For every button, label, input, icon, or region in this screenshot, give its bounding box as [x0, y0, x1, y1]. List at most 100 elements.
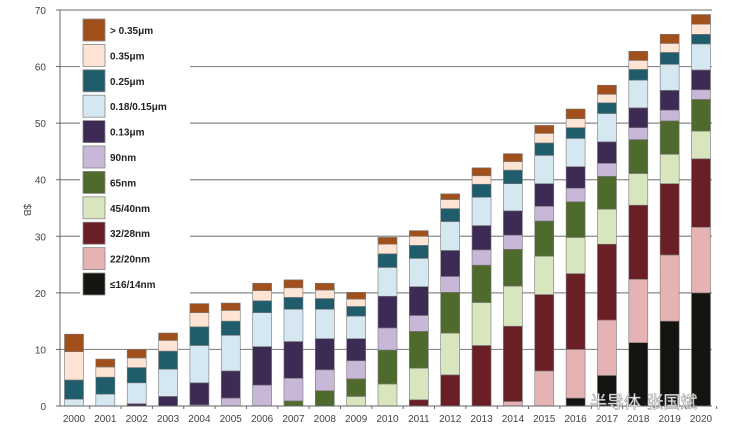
- legend-swatch: [82, 247, 106, 271]
- x-tick-label: 2017: [596, 414, 619, 425]
- x-tick-label: 2007: [282, 414, 305, 425]
- y-tick-label: 30: [35, 232, 47, 243]
- bar-segment: [628, 139, 649, 174]
- bar-segment: [471, 183, 492, 198]
- bar-segment: [659, 43, 680, 53]
- x-tick-label: 2013: [470, 414, 493, 425]
- bar-segment: [409, 367, 429, 401]
- legend-label: 22/20nm: [110, 255, 150, 266]
- bar-segment: [534, 294, 555, 372]
- bar-segment: [565, 118, 586, 128]
- bar-segment: [597, 93, 617, 104]
- bar-segment: [189, 345, 210, 384]
- y-axis-label: $B: [21, 204, 32, 217]
- bar-segment: [346, 396, 366, 407]
- bar-segment: [346, 338, 366, 362]
- bar-segment: [158, 350, 178, 370]
- bar-segment: [565, 201, 586, 238]
- bar-segment: [252, 300, 272, 313]
- x-tick-label: 2020: [690, 414, 713, 425]
- bar-segment: [409, 230, 429, 237]
- bar-segment: [659, 34, 680, 44]
- bar-segment: [597, 208, 617, 245]
- bar-segment: [534, 125, 555, 134]
- bar-segment: [534, 133, 555, 144]
- x-tick-label: 2010: [376, 414, 399, 425]
- bar-segment: [534, 220, 555, 257]
- bar-segment: [64, 398, 84, 407]
- bar-segment: [377, 383, 398, 407]
- bar-segment: [409, 286, 429, 316]
- bar-segment: [158, 368, 178, 397]
- bar-segment: [377, 267, 398, 297]
- bar-segment: [691, 14, 711, 25]
- bar-segment: [95, 376, 116, 395]
- bar-segment: [314, 289, 335, 299]
- bar-segment: [597, 243, 617, 321]
- bar-segment: [158, 396, 178, 407]
- bar-segment: [503, 161, 523, 171]
- bar-segment: [597, 141, 617, 164]
- bar-segment: [440, 276, 461, 293]
- bar-segment: [471, 249, 492, 266]
- bar-segment: [534, 370, 555, 407]
- bar-segment: [628, 60, 649, 70]
- bar-segment: [597, 84, 617, 95]
- legend-label: 0.13μm: [110, 128, 145, 139]
- bar-segment: [628, 107, 649, 128]
- bar-segment: [377, 253, 398, 268]
- bar-segment: [95, 393, 116, 407]
- y-tick-label: 40: [35, 176, 47, 187]
- bar-segment: [409, 245, 429, 259]
- bar-segment: [440, 221, 461, 251]
- bar-segment: [503, 401, 523, 407]
- legend-swatch: [82, 18, 106, 42]
- bar-segment: [628, 127, 649, 140]
- x-tick-label: 2016: [564, 414, 587, 425]
- legend: > 0.35μm 0.35μm 0.25μm 0.18/0.15μm 0.13μm 90n…: [80, 16, 190, 296]
- legend-label: 0.25μm: [110, 77, 145, 88]
- bar-segment: [189, 326, 210, 346]
- bar-segment: [659, 64, 680, 91]
- bar-segment: [346, 298, 366, 307]
- bar-segment: [346, 360, 366, 380]
- bar-segment: [503, 325, 523, 402]
- bar-segment: [628, 173, 649, 206]
- bar-segment: [659, 90, 680, 111]
- legend-swatch: [82, 145, 106, 169]
- bar-segment: [440, 193, 461, 200]
- y-tick-label: 70: [35, 6, 47, 17]
- legend-swatch: [82, 120, 106, 143]
- bar-segment: [252, 312, 272, 347]
- bar-segment: [314, 298, 335, 310]
- bar-segment: [534, 255, 555, 295]
- bar-segment: [503, 210, 523, 236]
- bar-segment: [283, 341, 304, 379]
- bar-segment: [346, 291, 366, 300]
- bar-segment: [189, 382, 210, 406]
- bar-segment: [158, 332, 178, 341]
- x-tick-label: 2003: [157, 414, 180, 425]
- bar-segment: [691, 99, 711, 132]
- bar-segment: [283, 297, 304, 310]
- bar-segment: [95, 366, 116, 378]
- legend-label: 45/40nm: [110, 204, 150, 215]
- legend-label: 0.18/0.15μm: [110, 102, 167, 113]
- legend-swatch: [82, 196, 106, 220]
- bar-segment: [314, 308, 335, 339]
- bar-segment: [377, 327, 398, 351]
- legend-label: 65nm: [110, 178, 136, 189]
- bar-segment: [440, 332, 461, 376]
- bar-segment: [440, 374, 461, 407]
- bar-segment: [628, 278, 649, 343]
- bar-segment: [126, 357, 147, 368]
- bar-segment: [597, 102, 617, 114]
- bar-segment: [471, 264, 492, 303]
- bar-segment: [440, 250, 461, 277]
- x-tick-label: 2001: [94, 414, 117, 425]
- bar-segment: [220, 334, 241, 372]
- legend-label: 90nm: [110, 153, 136, 164]
- bar-segment: [252, 346, 272, 386]
- bar-segment: [534, 183, 555, 207]
